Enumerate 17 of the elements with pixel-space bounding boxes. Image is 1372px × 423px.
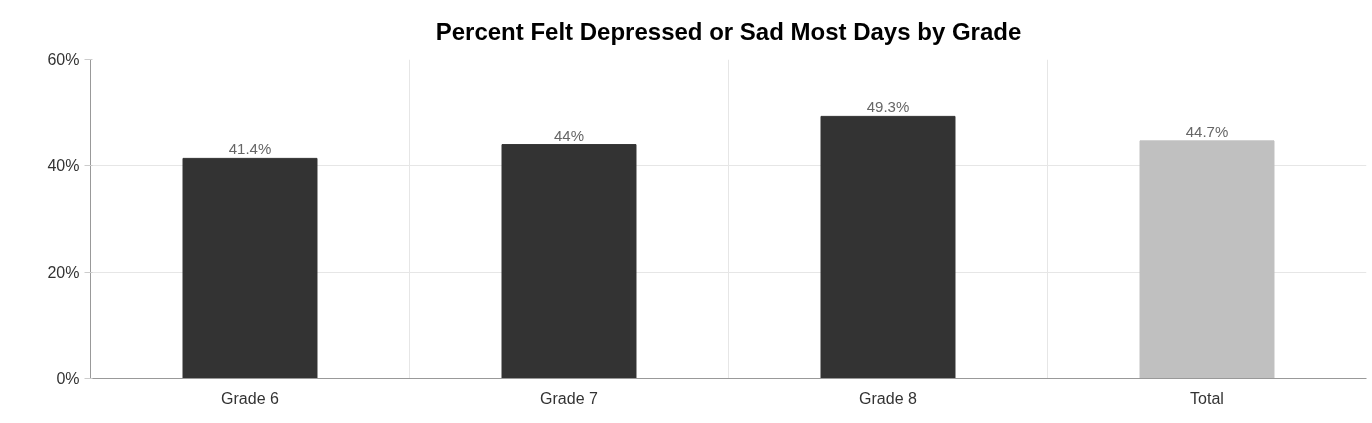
y-tick-label: 60%: [47, 51, 80, 68]
bar: [820, 115, 956, 379]
bar: [1139, 140, 1275, 379]
data-label: 41.4%: [228, 140, 272, 158]
y-tick-label: 40%: [47, 157, 80, 175]
data-label: 44.7%: [1185, 122, 1229, 140]
x-tick-label: Grade 7: [540, 389, 599, 407]
bar: [501, 144, 637, 379]
data-label: 49.3%: [866, 98, 910, 116]
data-label: 44%: [553, 126, 585, 144]
y-tick-label: 0%: [56, 370, 80, 387]
x-tick-label: Grade 6: [221, 389, 280, 407]
x-tick-label: Total: [1190, 389, 1224, 407]
chart-title: Percent Felt Depressed or Sad Most Days by Grade: [435, 17, 1022, 45]
bar: [182, 157, 318, 379]
y-tick-label: 20%: [47, 263, 80, 281]
x-tick-label: Grade 8: [859, 389, 918, 407]
